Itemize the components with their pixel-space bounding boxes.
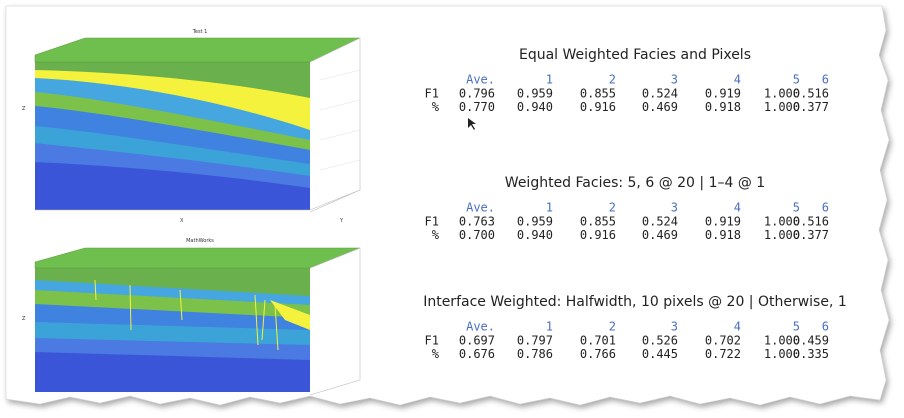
cell: 0.959 xyxy=(517,215,553,229)
axis-label: Z xyxy=(22,316,26,322)
column-header: Ave. xyxy=(466,201,495,215)
column-header: 1 xyxy=(546,320,553,334)
cell: 1.000 xyxy=(764,87,800,101)
column-header: 3 xyxy=(671,320,678,334)
row-label: % xyxy=(432,347,440,361)
volume-image: Test 1 Z X Y xyxy=(22,29,361,224)
cell: 0.918 xyxy=(705,228,741,242)
column-header: 3 xyxy=(671,201,678,215)
column-header: 2 xyxy=(609,201,616,215)
column-header: 4 xyxy=(734,320,741,334)
volume-image: MathWorks Z xyxy=(22,238,361,396)
cell: 0.796 xyxy=(459,87,495,101)
cell: 0.469 xyxy=(642,228,678,242)
cell: 0.916 xyxy=(580,228,616,242)
cell: 0.959 xyxy=(517,87,553,101)
axis-label: Z xyxy=(22,106,26,112)
cell: 0.722 xyxy=(705,347,741,361)
cell: 0.940 xyxy=(517,228,553,242)
cell: 0.940 xyxy=(517,100,553,114)
cell: 0.763 xyxy=(459,215,495,229)
cell: 0.445 xyxy=(642,347,678,361)
column-header: 1 xyxy=(546,201,553,215)
cell: 0.916 xyxy=(580,100,616,114)
cell: 0.770 xyxy=(459,100,495,114)
row-label: F1 xyxy=(425,334,439,348)
cell: 0.766 xyxy=(580,347,616,361)
cell: 0.855 xyxy=(580,87,616,101)
row-label: F1 xyxy=(425,215,439,229)
cell: 0.459 xyxy=(793,334,829,348)
column-header: 4 xyxy=(734,201,741,215)
cell: 0.516 xyxy=(793,215,829,229)
table-title: Interface Weighted: Halfwidth, 10 pixels… xyxy=(423,294,847,310)
cell: 0.526 xyxy=(642,334,678,348)
cell: 0.335 xyxy=(793,347,829,361)
cell: 0.919 xyxy=(705,215,741,229)
cell: 0.701 xyxy=(580,334,616,348)
column-header: 2 xyxy=(609,73,616,87)
cell: 1.000 xyxy=(764,100,800,114)
column-header: 4 xyxy=(734,73,741,87)
mouse-cursor xyxy=(468,118,476,130)
column-header: 3 xyxy=(671,73,678,87)
column-header: 6 xyxy=(822,320,829,334)
cell: 0.697 xyxy=(459,334,495,348)
table-title: Equal Weighted Facies and Pixels xyxy=(519,47,751,63)
cell: 0.700 xyxy=(459,228,495,242)
table-title: Weighted Facies: 5, 6 @ 20 | 1–4 @ 1 xyxy=(505,175,765,191)
cell: 0.469 xyxy=(642,100,678,114)
column-header: Ave. xyxy=(466,320,495,334)
cell: 0.676 xyxy=(459,347,495,361)
cell: 0.855 xyxy=(580,215,616,229)
cell: 0.918 xyxy=(705,100,741,114)
cell: 0.797 xyxy=(517,334,553,348)
row-label: % xyxy=(432,228,440,242)
row-label: F1 xyxy=(425,87,439,101)
cell: 1.000 xyxy=(764,334,800,348)
column-header: 2 xyxy=(609,320,616,334)
cell: 0.702 xyxy=(705,334,741,348)
cell: 1.000 xyxy=(764,347,800,361)
figure-title: Test 1 xyxy=(192,29,208,35)
cell: 0.524 xyxy=(642,87,678,101)
column-header: 6 xyxy=(822,201,829,215)
row-label: % xyxy=(432,100,440,114)
axis-label: Y xyxy=(339,218,344,224)
column-header: 1 xyxy=(546,73,553,87)
column-header: 5 xyxy=(793,73,800,87)
cell: 0.377 xyxy=(793,228,829,242)
cell: 0.786 xyxy=(517,347,553,361)
column-header: 5 xyxy=(793,201,800,215)
column-header: 6 xyxy=(822,73,829,87)
axis-label: X xyxy=(180,218,184,224)
cell: 1.000 xyxy=(764,228,800,242)
cell: 0.919 xyxy=(705,87,741,101)
cell: 1.000 xyxy=(764,215,800,229)
cell: 0.377 xyxy=(793,100,829,114)
figure-title: MathWorks xyxy=(186,238,214,244)
column-header: 5 xyxy=(793,320,800,334)
cell: 0.516 xyxy=(793,87,829,101)
cell: 0.524 xyxy=(642,215,678,229)
column-header: Ave. xyxy=(466,73,495,87)
